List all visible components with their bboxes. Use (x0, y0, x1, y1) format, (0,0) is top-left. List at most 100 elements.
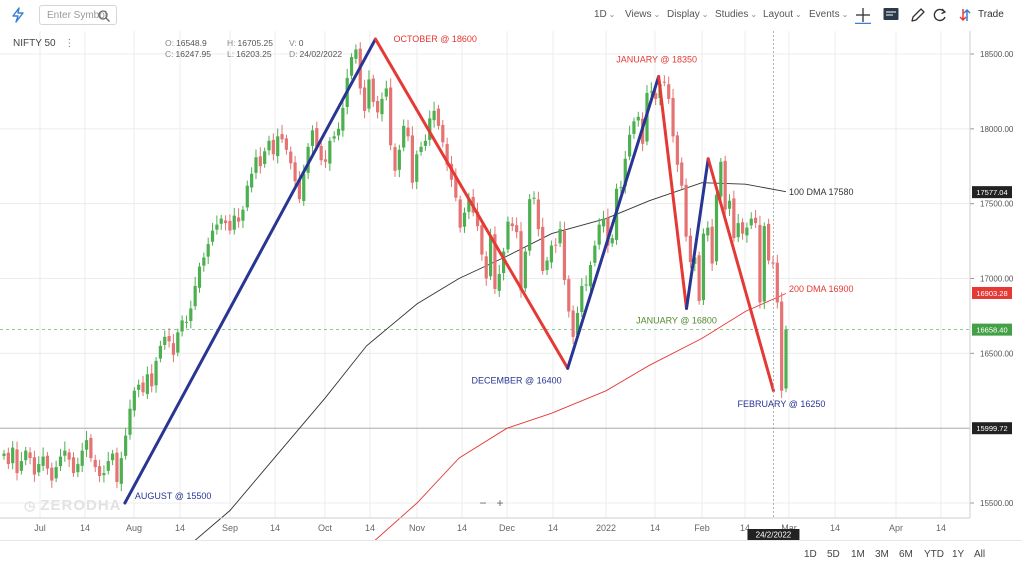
swing-point-label: AUGUST @ 15500 (135, 491, 212, 501)
price-tag (972, 422, 1012, 435)
price-tag (972, 186, 1012, 199)
candle-body (606, 217, 610, 246)
zoom-in-button[interactable]: + (496, 496, 504, 510)
x-tick-label: 2022 (596, 523, 616, 533)
candle-body (545, 260, 549, 271)
candle-body (280, 134, 284, 140)
candle-body (293, 162, 297, 182)
candle-body (219, 218, 223, 224)
candle-body (128, 408, 132, 435)
ohlc-date: D: 24/02/2022 (289, 49, 342, 59)
candle-body (41, 456, 45, 466)
top-toolbar: Enter Symbol 1D ⌄ Views ⌄ Display ⌄ Studies… (0, 0, 1022, 32)
interval-menu[interactable]: 1D ⌄ (594, 9, 616, 20)
candle-body (297, 178, 302, 200)
candle-body (210, 230, 215, 242)
candle-body (167, 335, 171, 342)
zoom-out-button[interactable]: − (479, 496, 487, 510)
candle-body (415, 154, 419, 182)
candle-body (336, 128, 341, 136)
candle-body (106, 461, 110, 471)
candle-body (50, 467, 54, 481)
price-chart[interactable]: AUGUST @ 15500 OCTOBER @ 18600 DECEMBER @ … (0, 31, 1022, 540)
candle-body (740, 222, 745, 234)
range-3m-button[interactable]: 3M (875, 549, 889, 560)
candle-body (758, 224, 762, 303)
more-vertical-icon[interactable]: ⋮ (64, 38, 75, 49)
candle-body (111, 453, 115, 461)
candle-body (89, 437, 93, 459)
range-1y-button[interactable]: 1Y (952, 549, 965, 560)
display-label: Display (667, 9, 700, 20)
events-menu[interactable]: Events ⌄ (809, 9, 848, 20)
candle-body (141, 382, 145, 393)
swing-point-label: OCTOBER @ 18600 (393, 34, 477, 44)
candle-body (410, 135, 414, 183)
candle-body (584, 284, 588, 286)
candle-body (601, 218, 606, 227)
x-tick-label: Apr (889, 523, 903, 533)
candle-body (45, 455, 50, 469)
symbol-search-input[interactable]: Enter Symbol (39, 5, 117, 25)
candle-body (536, 199, 540, 230)
x-tick-label: 14 (740, 523, 750, 533)
studies-menu[interactable]: Studies ⌄ (715, 9, 757, 20)
candle-body (145, 374, 149, 395)
candle-body (632, 121, 636, 134)
x-tick-label: Dec (499, 523, 516, 533)
candle-body (132, 390, 136, 411)
range-1m-button[interactable]: 1M (851, 549, 865, 560)
views-label: Views (625, 9, 652, 20)
candle-body (432, 110, 436, 121)
range-1d-button[interactable]: 1D (804, 549, 817, 560)
layout-menu[interactable]: Layout ⌄ (763, 9, 802, 20)
range-ytd-button[interactable]: YTD (924, 549, 944, 560)
studies-label: Studies (715, 9, 749, 20)
search-icon[interactable] (97, 9, 111, 23)
x-tick-label: Nov (409, 523, 426, 533)
candle-body (493, 234, 497, 289)
views-menu[interactable]: Views ⌄ (625, 9, 660, 20)
candle-body (506, 221, 510, 250)
candle-body (245, 185, 249, 208)
display-menu[interactable]: Display ⌄ (667, 9, 709, 20)
swing-trend-line (566, 74, 661, 370)
draw-pencil-icon[interactable] (909, 6, 927, 24)
low-value: 16203.25 (236, 49, 272, 59)
candle-body (519, 231, 523, 291)
candle-body (24, 450, 28, 461)
chat-icon[interactable] (882, 6, 900, 24)
candle-body (310, 130, 315, 146)
candle-body (63, 450, 67, 456)
trade-label: Trade (978, 9, 1004, 20)
candle-body (76, 464, 80, 473)
candle-body (397, 149, 401, 170)
x-tick-label: 14 (175, 523, 185, 533)
candle-body (258, 156, 262, 167)
candle-body (289, 151, 293, 164)
crosshair-icon[interactable] (854, 6, 872, 24)
search-placeholder: Enter Symbol (47, 10, 108, 21)
candle-body (119, 458, 123, 484)
candle-body (714, 194, 719, 262)
swing-trend-line (123, 37, 377, 505)
candle-body (510, 223, 514, 227)
candle-body (328, 140, 332, 164)
candle-body (406, 127, 410, 137)
range-5d-button[interactable]: 5D (827, 549, 840, 560)
trade-button[interactable]: Trade (958, 6, 1004, 24)
interval-label: 1D (594, 9, 607, 20)
candle-body (502, 251, 506, 274)
ohlc-low: L: 16203.25 (227, 49, 272, 59)
candle-body (28, 452, 32, 459)
swing-point-label: FEBRUARY @ 16250 (738, 399, 826, 409)
range-6m-button[interactable]: 6M (899, 549, 913, 560)
candle-body (671, 98, 675, 137)
candle-body (532, 197, 536, 199)
close-key: C: (165, 49, 174, 59)
volume-key: V: (289, 38, 297, 48)
candle-body (176, 332, 180, 353)
range-all-button[interactable]: All (974, 549, 986, 560)
refresh-icon[interactable] (931, 6, 949, 24)
trade-arrows-icon (959, 8, 971, 22)
